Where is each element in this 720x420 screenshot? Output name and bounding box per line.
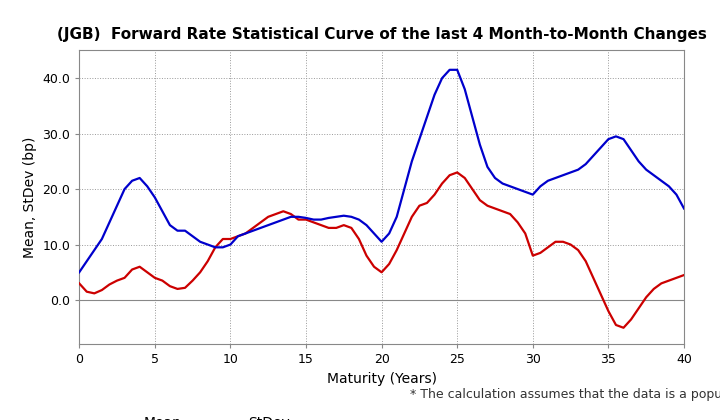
- Text: * The calculation assumes that the data is a population.: * The calculation assumes that the data …: [410, 388, 720, 401]
- X-axis label: Maturity (Years): Maturity (Years): [327, 372, 436, 386]
- Y-axis label: Mean, StDev (bp): Mean, StDev (bp): [23, 137, 37, 258]
- Legend: Mean, StDev: Mean, StDev: [98, 416, 290, 420]
- Title: (JGB)  Forward Rate Statistical Curve of the last 4 Month-to-Month Changes: (JGB) Forward Rate Statistical Curve of …: [57, 27, 706, 42]
